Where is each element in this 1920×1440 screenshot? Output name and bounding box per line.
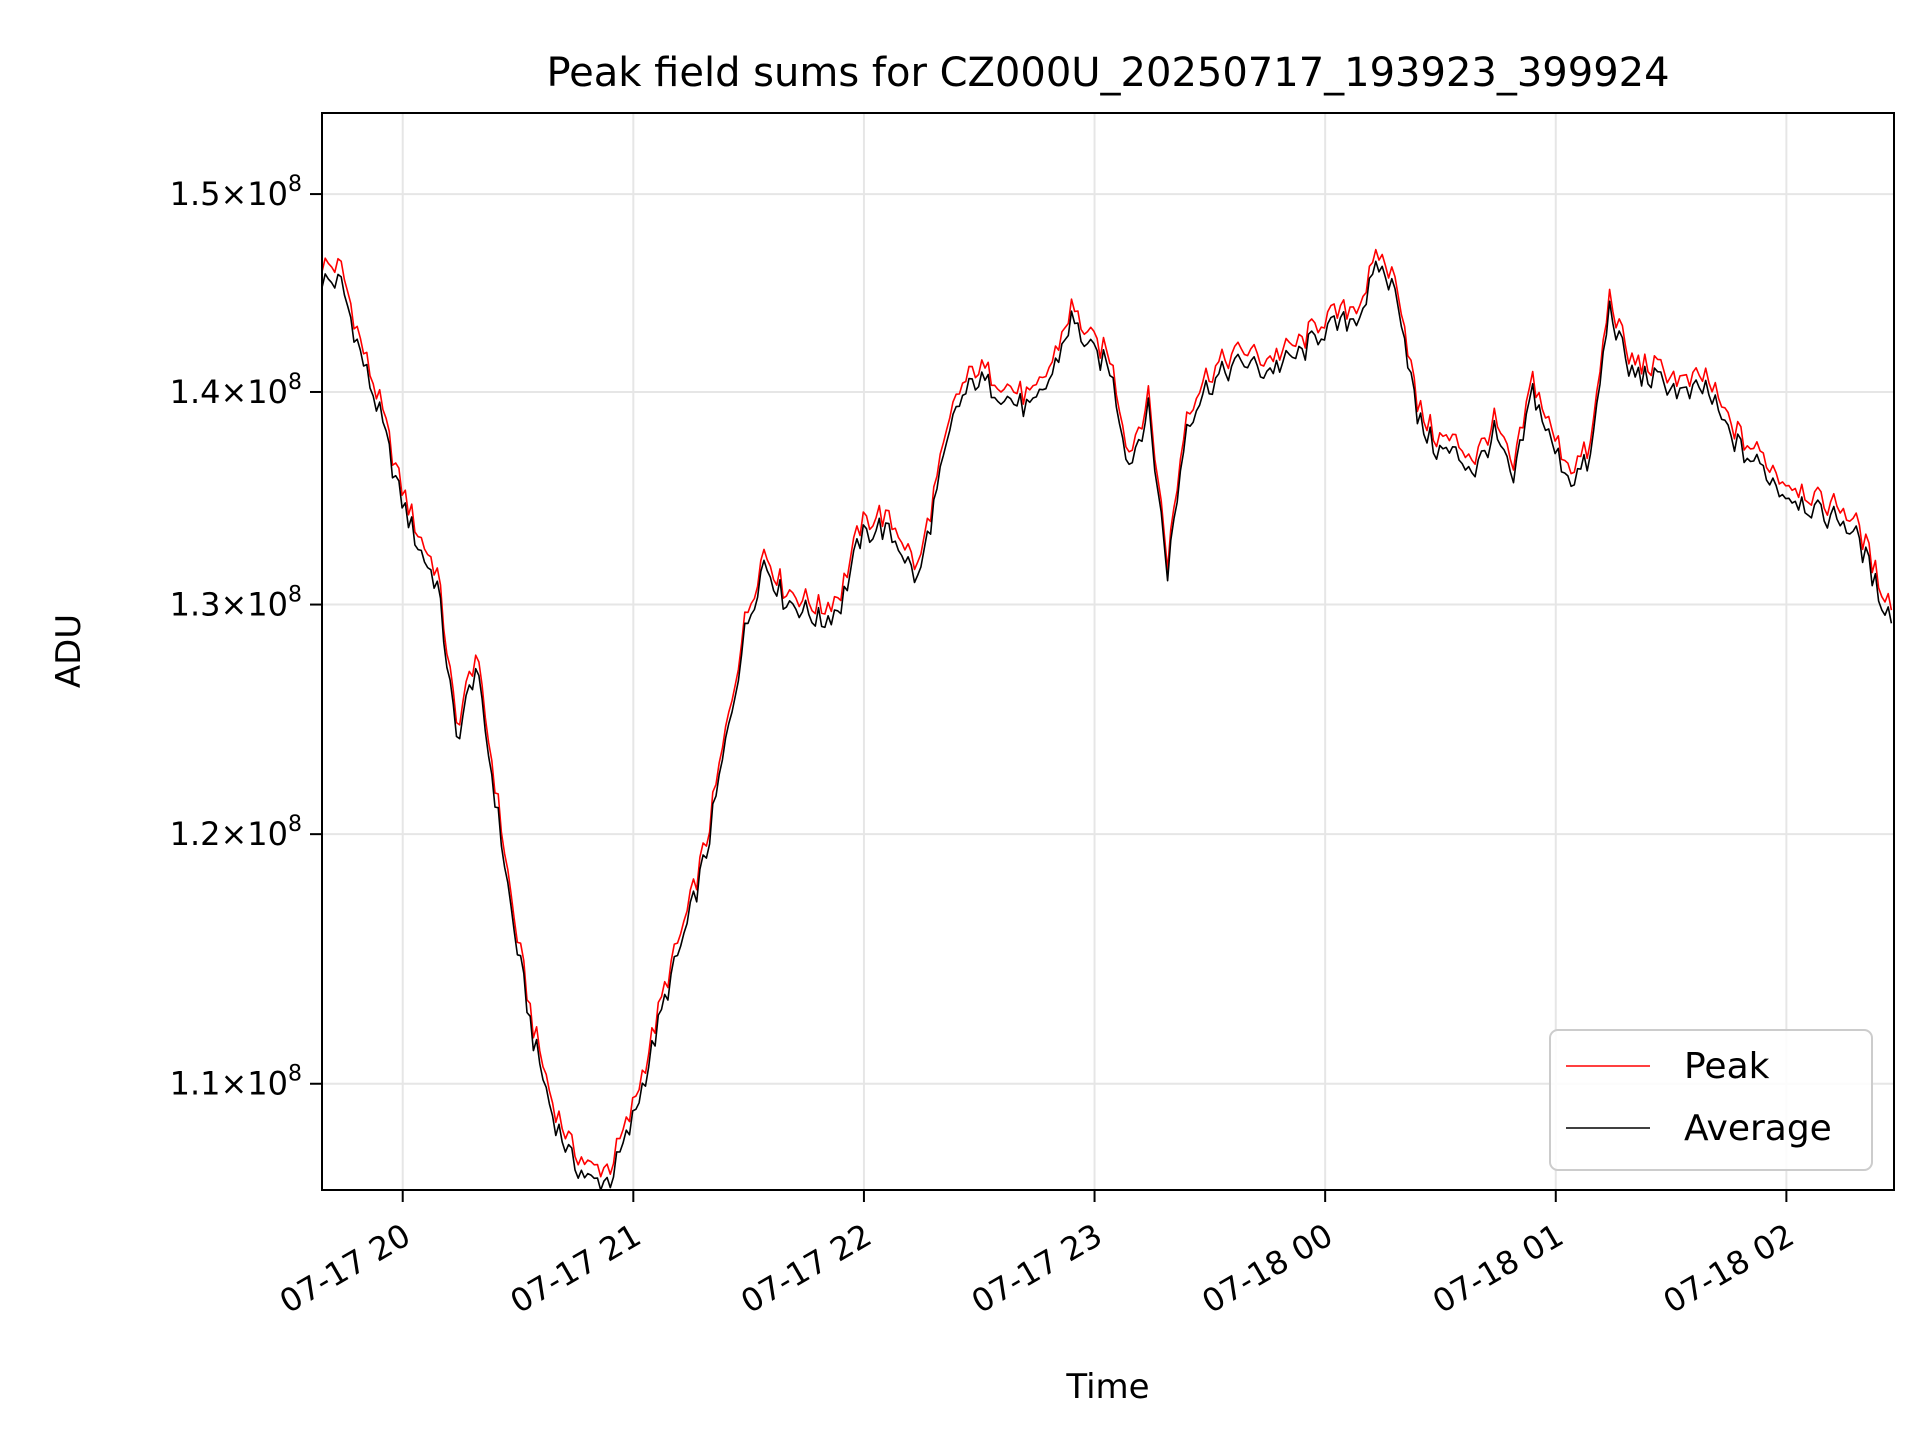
y-tick-label: 1.1×108 xyxy=(170,1062,302,1103)
x-axis-label: Time xyxy=(1065,1367,1149,1407)
series-line-average xyxy=(321,260,1893,1191)
legend-label-average: Average xyxy=(1684,1108,1832,1149)
y-tick-label: 1.3×108 xyxy=(170,583,302,624)
y-axis-label: ADU xyxy=(49,614,89,688)
grid xyxy=(322,113,1894,1190)
chart-title: Peak field sums for CZ000U_20250717_1939… xyxy=(546,50,1669,96)
y-axis: 1.1×108 1.2×108 1.3×108 1.4×108 1.5×108 xyxy=(170,172,322,1103)
series-layer xyxy=(321,248,1893,1191)
legend-box xyxy=(1549,1029,1873,1171)
y-tick-label: 1.5×108 xyxy=(170,172,302,213)
plot-frame xyxy=(321,112,1895,1191)
legend: Peak Average xyxy=(1549,1029,1873,1171)
legend-label-peak: Peak xyxy=(1684,1046,1770,1087)
series-line-peak xyxy=(321,248,1893,1178)
y-tick-label: 1.2×108 xyxy=(170,812,302,853)
y-tick-label: 1.4×108 xyxy=(170,370,302,411)
